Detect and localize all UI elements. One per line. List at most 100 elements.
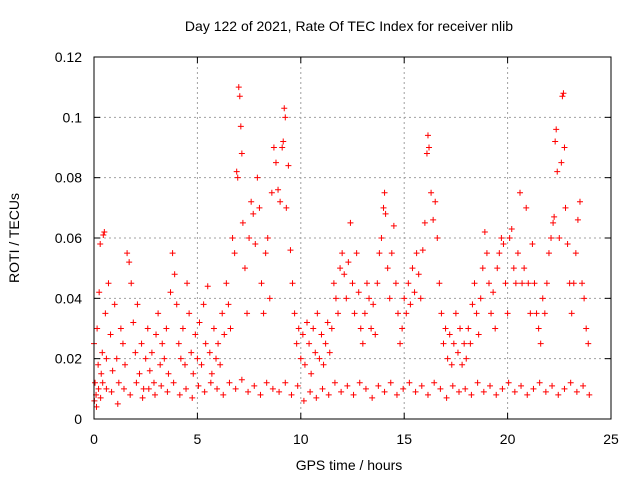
data-point (390, 222, 397, 229)
data-point (176, 391, 183, 398)
data-point (477, 295, 484, 302)
x-axis-label: GPS time / hours (296, 457, 403, 473)
data-point (204, 283, 211, 290)
data-point (127, 391, 134, 398)
data-point (107, 331, 114, 338)
data-point (359, 340, 366, 347)
data-point (113, 355, 120, 362)
data-point (280, 138, 287, 145)
data-point (438, 310, 445, 317)
data-point (198, 361, 205, 368)
data-point (207, 379, 214, 386)
data-point (297, 355, 304, 362)
data-point (479, 265, 486, 272)
data-point (117, 325, 124, 332)
data-point (192, 331, 199, 338)
data-point (179, 325, 186, 332)
y-tick-label: 0 (74, 411, 82, 427)
data-point (450, 340, 457, 347)
data-point (252, 241, 259, 248)
data-point (350, 391, 357, 398)
data-point (282, 114, 289, 121)
data-point (338, 388, 345, 395)
data-point (555, 391, 562, 398)
data-point (556, 235, 563, 241)
data-point (98, 370, 105, 377)
data-point (542, 388, 549, 395)
data-point (380, 204, 387, 211)
data-point (576, 198, 583, 205)
data-point (493, 391, 500, 398)
data-point (109, 367, 116, 374)
data-point (232, 385, 239, 392)
data-point (254, 174, 261, 181)
data-point (488, 310, 495, 317)
data-point (248, 198, 255, 205)
data-point (370, 301, 377, 308)
data-point (319, 385, 326, 392)
data-point (245, 388, 252, 395)
data-point (475, 331, 482, 338)
data-point (411, 289, 418, 296)
data-point (531, 280, 538, 287)
data-point (171, 271, 178, 278)
data-point (153, 331, 160, 338)
data-point (238, 150, 245, 157)
data-point (339, 250, 346, 257)
data-point (401, 295, 408, 302)
data-point (368, 325, 375, 332)
data-point (294, 382, 301, 389)
data-point (282, 379, 289, 386)
data-point (504, 310, 511, 317)
data-point (119, 340, 126, 347)
data-point (312, 349, 319, 356)
data-point (462, 385, 469, 392)
data-point (430, 216, 437, 223)
data-point (454, 349, 461, 356)
data-point (188, 349, 195, 356)
data-point (579, 280, 586, 287)
data-point (384, 265, 391, 272)
data-point (142, 355, 149, 362)
data-point (133, 379, 140, 386)
data-point (277, 198, 284, 205)
data-point (257, 391, 264, 398)
data-point (307, 388, 314, 395)
data-point (567, 379, 574, 386)
data-point (194, 355, 201, 362)
data-point (459, 361, 466, 368)
data-point (406, 379, 413, 386)
data-point (256, 204, 263, 211)
data-point (235, 84, 242, 91)
data-point (583, 325, 590, 332)
data-point (560, 90, 567, 97)
data-point (314, 310, 321, 317)
data-point (221, 331, 228, 338)
data-point (132, 349, 139, 356)
data-point (357, 325, 364, 332)
data-point (293, 340, 300, 347)
data-point (481, 228, 488, 235)
data-point (506, 235, 513, 241)
data-point (318, 331, 325, 338)
data-point (163, 325, 170, 332)
data-point (355, 289, 362, 296)
data-point (500, 241, 507, 248)
data-point (397, 340, 404, 347)
data-point (508, 225, 515, 232)
data-point (485, 280, 492, 287)
data-point (287, 247, 294, 254)
data-point (279, 144, 286, 151)
data-point (467, 340, 474, 347)
data-point (326, 349, 333, 356)
data-point (94, 325, 101, 332)
data-point (134, 301, 141, 308)
data-point (376, 250, 383, 257)
x-tick-label: 5 (194, 431, 202, 447)
data-point (92, 379, 99, 386)
data-point (262, 250, 269, 257)
data-point (206, 349, 213, 356)
data-point (275, 186, 282, 193)
data-point (463, 355, 470, 362)
data-point (549, 382, 556, 389)
